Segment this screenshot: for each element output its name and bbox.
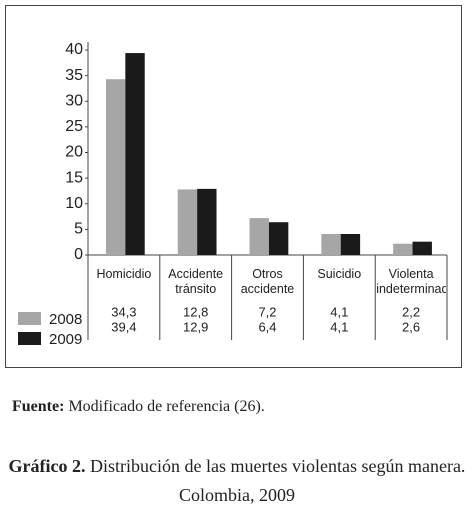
chart: 0 5 10 15 20 25 30 35 40 Homicidio 34,339,4 Acciden…	[5, 5, 462, 368]
caption-text: Distribución de las muertes violentas se…	[90, 456, 466, 505]
y-tick-label: 10	[65, 195, 83, 212]
x-tick-label: Accidente tránsito	[168, 267, 224, 296]
source-text: Modificado de referencia (26).	[68, 398, 265, 415]
y-tick-label: 20	[65, 144, 83, 161]
y-tick-label: 15	[65, 169, 83, 186]
y-tick-label: 5	[74, 221, 83, 238]
bar	[125, 53, 145, 256]
y-tick-label: 40	[65, 41, 83, 58]
value-label: 34,3	[111, 304, 136, 319]
value-label: 7,2	[258, 304, 276, 319]
legend-swatch	[18, 312, 41, 325]
value-label: 4,1	[330, 304, 348, 319]
category-cell: Otros accidente	[240, 267, 295, 296]
x-tick-label: Otros accidente	[240, 267, 295, 296]
category-cell: Suicidio	[317, 267, 362, 281]
value-label: 4,1	[330, 319, 348, 334]
bar	[249, 218, 269, 255]
bar	[412, 241, 432, 255]
bar	[197, 188, 217, 255]
category-cell: Violenta indeterminada	[376, 267, 446, 296]
x-tick-label: Violenta indeterminada	[376, 267, 446, 296]
source-label: Fuente:	[12, 398, 65, 415]
category-cell: Accidente tránsito	[168, 267, 224, 296]
y-tick-label: 25	[65, 118, 83, 135]
source-note: Fuente: Modificado de referencia (26).	[12, 398, 265, 416]
bar	[340, 233, 361, 255]
legend-label: 2009	[49, 331, 82, 348]
y-tick-label: 35	[65, 67, 83, 84]
value-label: 6,4	[258, 319, 276, 334]
value-label: 2,6	[402, 319, 420, 334]
bar	[321, 233, 341, 255]
chart-frame	[5, 5, 462, 368]
bar	[177, 189, 198, 255]
x-tick-label: Homicidio	[96, 267, 152, 281]
value-label: 39,4	[111, 319, 136, 334]
value-label: 12,9	[183, 319, 208, 334]
value-label: 12,8	[183, 304, 208, 319]
caption-body: Gráfico 2. Distribución de las muertes v…	[7, 452, 467, 510]
bar	[268, 222, 289, 255]
legend-swatch	[18, 332, 41, 345]
caption: Gráfico 2. Distribución de las muertes v…	[0, 452, 474, 510]
value-label: 2,2	[402, 304, 420, 319]
category-cell: Homicidio	[96, 267, 152, 281]
x-tick-label: Suicidio	[317, 267, 362, 281]
caption-label: Gráfico 2.	[8, 456, 86, 476]
bar	[393, 243, 413, 255]
bar	[105, 79, 126, 256]
y-tick-label: 0	[74, 246, 83, 263]
y-tick-label: 30	[65, 92, 83, 109]
legend-label: 2008	[49, 311, 82, 328]
